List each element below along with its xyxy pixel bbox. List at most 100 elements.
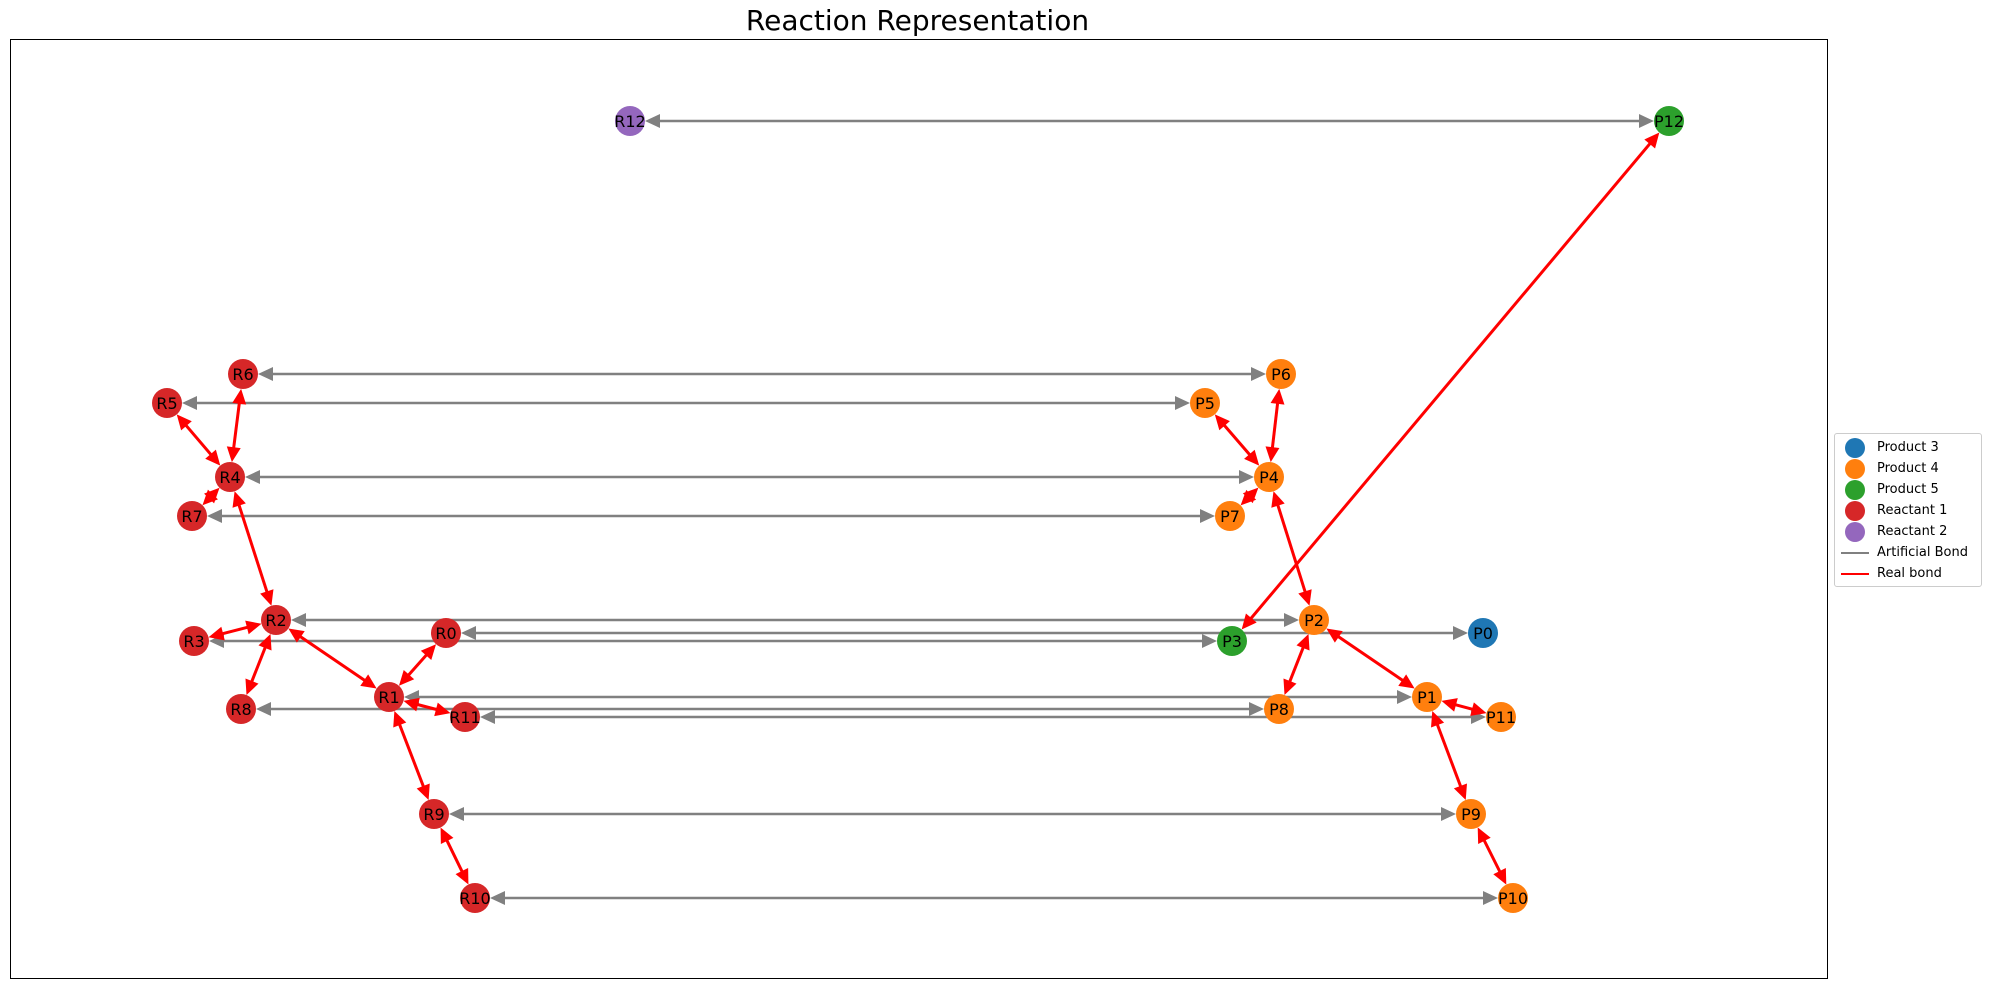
legend-line-icon bbox=[1841, 564, 1869, 584]
edge-arrow-P3 bbox=[1241, 613, 1257, 630]
node-label-P12: P12 bbox=[1654, 112, 1684, 131]
node-circle-R3 bbox=[179, 626, 209, 656]
edge-R3-P3 bbox=[209, 634, 1217, 648]
edge-R2-P2 bbox=[291, 613, 1299, 627]
edge-arrow-P1 bbox=[1398, 674, 1415, 689]
edge-P6-P4 bbox=[1265, 388, 1285, 463]
legend-dot-icon bbox=[1841, 500, 1869, 521]
edge-arrow-P2 bbox=[1298, 589, 1312, 606]
edge-line-P6-P4 bbox=[1270, 398, 1280, 453]
node-P0: P0 bbox=[1468, 618, 1498, 648]
edge-arrow-P2 bbox=[1296, 633, 1310, 651]
edge-R9-R10 bbox=[440, 827, 469, 885]
edge-line-P1-P9 bbox=[1434, 719, 1464, 792]
node-circle-P8 bbox=[1264, 694, 1294, 724]
legend-label: Reactant 2 bbox=[1877, 524, 1948, 539]
edge-R1-R11 bbox=[403, 697, 451, 717]
node-P1: P1 bbox=[1412, 682, 1442, 712]
node-label-R11: R11 bbox=[449, 708, 480, 727]
edge-arrow-P2 bbox=[1326, 628, 1343, 643]
edge-arrow-P4 bbox=[1244, 449, 1260, 466]
edge-arrow-R3 bbox=[208, 626, 225, 641]
edge-line-R9-R10 bbox=[443, 835, 466, 877]
legend-entry: Product 3 bbox=[1841, 437, 1975, 458]
edge-P5-P4 bbox=[1214, 414, 1260, 466]
nodes-layer: R12 P12 R6 P6 R5 P5 R4 P4 R7 P7 R2 P2 R3 R0 P3 P0 R1 P1 R8… bbox=[152, 106, 1684, 913]
node-R3: R3 bbox=[179, 626, 209, 656]
legend-label: Real bond bbox=[1877, 566, 1942, 581]
node-R1: R1 bbox=[374, 682, 404, 712]
edge-arrow-R6 bbox=[232, 388, 247, 405]
node-label-R8: R8 bbox=[230, 700, 251, 719]
edge-R6-R4 bbox=[226, 388, 247, 463]
node-R5: R5 bbox=[152, 388, 182, 418]
node-label-P0: P0 bbox=[1473, 624, 1493, 643]
edge-arrow-R12 bbox=[645, 114, 660, 128]
node-P3: P3 bbox=[1217, 626, 1247, 656]
node-P9: P9 bbox=[1456, 799, 1486, 829]
edge-line-P9-P10 bbox=[1480, 835, 1504, 877]
node-P8: P8 bbox=[1264, 694, 1294, 724]
edge-R2-R3 bbox=[208, 620, 262, 641]
edge-arrow-P9 bbox=[1477, 827, 1491, 844]
node-label-P9: P9 bbox=[1461, 805, 1481, 824]
edge-R12-P12 bbox=[645, 114, 1654, 128]
edge-arrow-R9 bbox=[440, 827, 454, 845]
node-label-P10: P10 bbox=[1498, 889, 1528, 908]
edge-arrow-P12 bbox=[1644, 132, 1660, 149]
edge-R1-P1 bbox=[404, 690, 1412, 704]
edge-arrow-P5 bbox=[1175, 396, 1190, 410]
edge-arrow-R10 bbox=[455, 867, 469, 885]
node-circle-P0 bbox=[1468, 618, 1498, 648]
edge-R1-R0 bbox=[398, 644, 437, 686]
edge-R6-P6 bbox=[258, 367, 1266, 381]
edge-arrow-R4 bbox=[205, 449, 221, 466]
edge-arrow-R4 bbox=[226, 446, 241, 463]
edge-R11-P11 bbox=[480, 710, 1486, 724]
edge-P3-P12 bbox=[1241, 132, 1660, 630]
edge-arrow-P0 bbox=[1453, 626, 1468, 640]
edge-line-R5-R4 bbox=[182, 421, 215, 459]
node-circle-P9 bbox=[1456, 799, 1486, 829]
edge-arrow-R0 bbox=[420, 644, 437, 661]
node-label-R0: R0 bbox=[435, 624, 456, 643]
node-R12: R12 bbox=[614, 106, 646, 136]
edge-line-R2-R3 bbox=[217, 624, 253, 637]
node-P4: P4 bbox=[1254, 462, 1284, 492]
node-P2: P2 bbox=[1299, 605, 1329, 635]
node-circle-P5 bbox=[1190, 388, 1220, 418]
node-R7: R7 bbox=[177, 501, 207, 531]
node-circle-P3 bbox=[1217, 626, 1247, 656]
node-R8: R8 bbox=[226, 694, 256, 724]
node-circle-R8 bbox=[226, 694, 256, 724]
edge-arrow-P9 bbox=[1453, 783, 1467, 800]
legend-entry: Product 5 bbox=[1841, 479, 1975, 500]
node-R6: R6 bbox=[228, 359, 258, 389]
edge-arrow-R1 bbox=[393, 711, 407, 728]
edge-arrow-R8 bbox=[256, 702, 271, 716]
edge-P4-P7 bbox=[1240, 487, 1259, 506]
node-circle-R7 bbox=[177, 501, 207, 531]
node-circle-P10 bbox=[1498, 883, 1528, 913]
edge-R4-P4 bbox=[245, 470, 1254, 484]
node-R10: R10 bbox=[459, 883, 491, 913]
node-label-P5: P5 bbox=[1195, 394, 1215, 413]
node-circle-R6 bbox=[228, 359, 258, 389]
edge-arrow-P6 bbox=[1270, 388, 1285, 405]
edge-line-P2-P1 bbox=[1333, 632, 1408, 685]
legend-label: Reactant 1 bbox=[1877, 503, 1948, 518]
edge-arrow-P5 bbox=[1214, 414, 1230, 431]
node-label-R7: R7 bbox=[181, 507, 202, 526]
edge-R2-R1 bbox=[288, 628, 377, 689]
edge-arrow-P11 bbox=[1470, 702, 1487, 716]
node-circle-R4 bbox=[215, 462, 245, 492]
edge-arrow-P12 bbox=[1639, 114, 1654, 128]
node-circle-R10 bbox=[460, 883, 490, 913]
node-label-R4: R4 bbox=[219, 468, 240, 487]
edge-line-P4-P2 bbox=[1275, 500, 1308, 597]
node-label-P11: P11 bbox=[1486, 708, 1516, 727]
edge-line-R2-R1 bbox=[295, 632, 370, 685]
edge-arrow-R4 bbox=[204, 487, 220, 504]
legend-entry: Artificial Bond bbox=[1841, 542, 1975, 563]
